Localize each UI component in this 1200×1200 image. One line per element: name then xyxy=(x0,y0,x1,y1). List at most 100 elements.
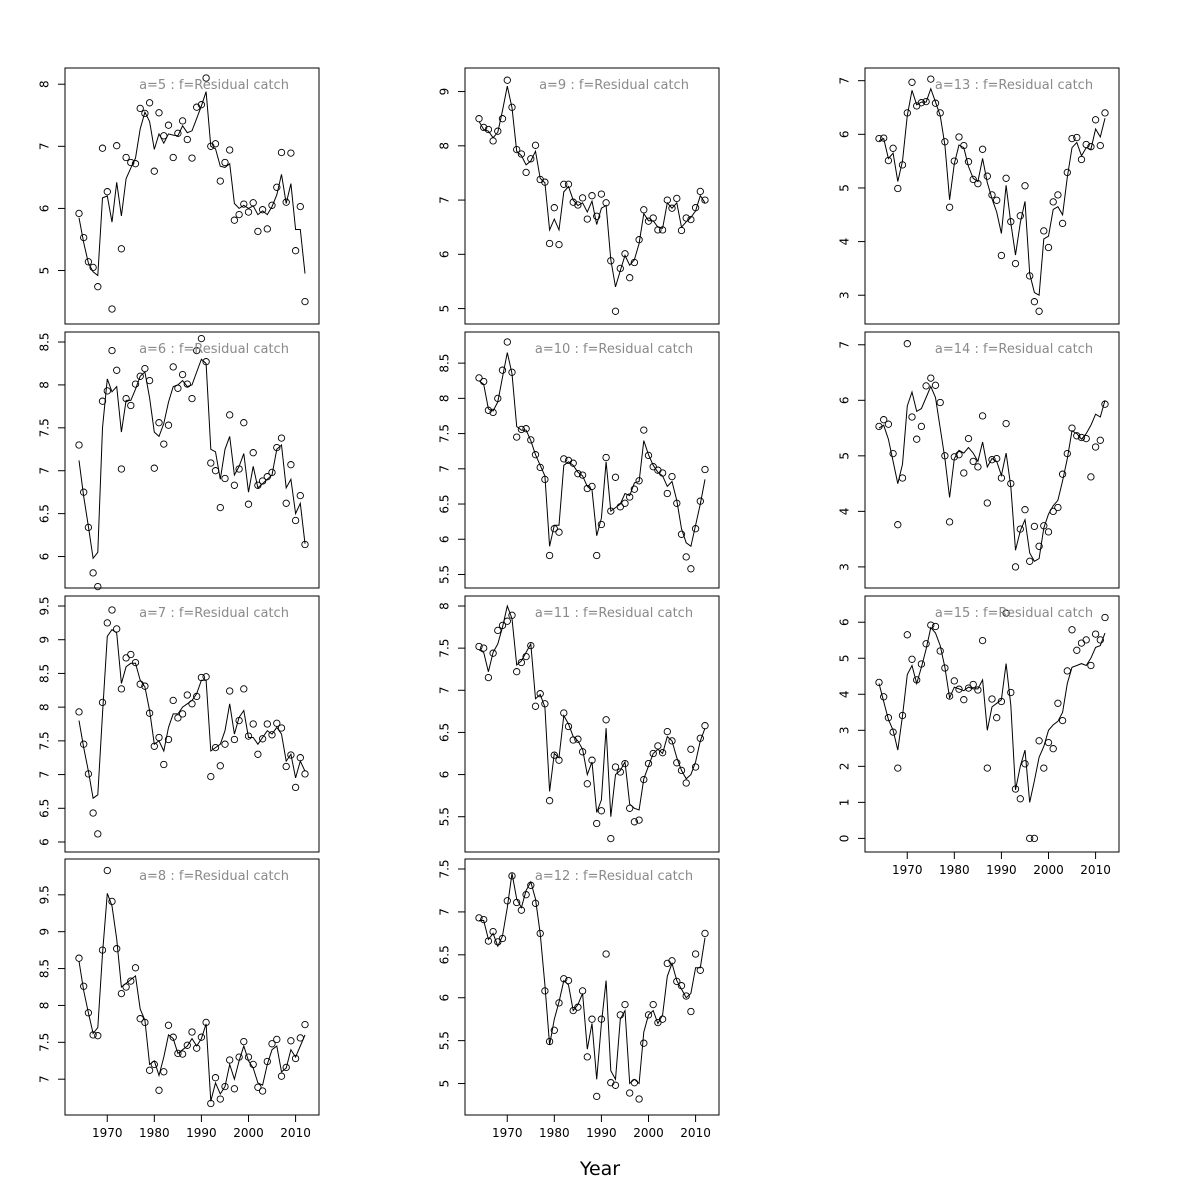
panel-3-observed-point xyxy=(1068,134,1076,143)
panel-5-observed-point xyxy=(550,525,558,533)
panel-5-observed-point xyxy=(569,459,577,467)
panel-9-observed-point xyxy=(1087,661,1095,670)
panel-3-ytick-label: 7 xyxy=(838,77,852,85)
panel-9-observed-point xyxy=(1002,609,1010,617)
panel-3-observed-point xyxy=(927,75,935,83)
panel-6-ytick-label: 7 xyxy=(838,341,852,349)
panel-6-observed-point xyxy=(950,453,958,461)
panel-11-observed-point xyxy=(682,992,690,1000)
panel-8-observed-point xyxy=(658,749,667,757)
panel-10-observed-point xyxy=(103,866,111,875)
panel-3-title: a=13 : f=Residual catch xyxy=(935,78,1093,93)
panel-11-observed-point xyxy=(560,975,568,983)
panel-6-observed-point xyxy=(1026,557,1034,565)
panel-1-observed-point xyxy=(291,247,300,255)
panel-1-observed-point xyxy=(84,258,93,266)
panel-9-observed-point xyxy=(983,764,991,772)
panel-6-observed-point xyxy=(1035,542,1043,550)
panel-1-observed-point xyxy=(244,208,253,216)
panel-8-fitted-line xyxy=(478,604,706,817)
panel-9-observed-point xyxy=(917,660,926,668)
panel-6-observed-point xyxy=(875,422,883,431)
panel-6-observed-point xyxy=(922,382,930,390)
panel-10-observed-point xyxy=(174,1049,182,1058)
panel-5-observed-point xyxy=(668,472,676,481)
panel-9-observed-point xyxy=(1077,639,1086,647)
panel-10-observed-point xyxy=(287,1037,295,1045)
panel-10-xtick-label: 2010 xyxy=(280,1126,311,1140)
panel-11-observed-point xyxy=(626,1089,634,1097)
panel-5-ytick-label: 5.5 xyxy=(438,565,452,584)
panel-2-observed-point xyxy=(564,180,573,188)
panel-7-ytick-label: 6.5 xyxy=(38,799,52,818)
panel-6-observed-point xyxy=(931,381,940,389)
panel-3-fitted-line xyxy=(878,87,1106,297)
panel-3-observed-point xyxy=(950,157,958,165)
panel-10-observed-point xyxy=(249,1060,257,1069)
panel-6-observed-point xyxy=(1082,434,1090,443)
panel-6-observed-point xyxy=(997,474,1006,482)
panel-4-observed-point xyxy=(94,582,102,591)
panel-10-frame xyxy=(64,858,320,1116)
panel-4-observed-point xyxy=(75,441,83,449)
panel-8-observed-point xyxy=(654,742,662,750)
panel-7-observed-point xyxy=(136,680,144,688)
panel-1-observed-point xyxy=(249,199,257,207)
panel-5-observed-point xyxy=(513,433,521,441)
panel-7-observed-point xyxy=(202,673,210,681)
panel-10-observed-point xyxy=(141,1018,149,1027)
panel-8-observed-point xyxy=(508,611,516,619)
panel-7-observed-point xyxy=(249,720,257,728)
panel-5-observed-point xyxy=(555,528,563,536)
panel-2-ytick-label: 9 xyxy=(438,88,452,96)
panel-2-observed-point xyxy=(602,199,610,207)
panel-2-observed-point xyxy=(611,307,620,315)
panel-11-observed-point xyxy=(494,938,502,946)
panel-1-observed-point xyxy=(98,144,107,152)
panel-4-observed-point xyxy=(216,503,224,512)
panel-6-observed-point xyxy=(1096,436,1104,444)
panel-9-observed-point xyxy=(931,622,940,631)
panel-8-observed-point xyxy=(541,700,549,708)
panel-3-observed-point xyxy=(889,144,897,152)
panel-4-observed-point xyxy=(287,461,295,469)
panel-7-observed-point xyxy=(98,698,107,707)
panel-5-observed-point xyxy=(541,475,549,484)
panel-6-title: a=14 : f=Residual catch xyxy=(935,342,1093,357)
panel-9-xtick-label: 1980 xyxy=(939,863,970,877)
panel-10-observed-point xyxy=(263,1057,271,1066)
panel-9-ytick-label: 1 xyxy=(838,799,852,807)
panel-6-observed-point xyxy=(936,398,944,407)
panel-11-xtick-label: 1990 xyxy=(586,1126,617,1140)
panel-9-ytick-label: 3 xyxy=(838,726,852,734)
panel-10-xtick-label: 1990 xyxy=(186,1126,217,1140)
panel-9-observed-point xyxy=(955,685,963,693)
panel-2-observed-point xyxy=(635,236,643,244)
panel-4-observed-point xyxy=(169,363,177,371)
panel-8-observed-point xyxy=(607,834,615,843)
panel-9-observed-point xyxy=(1063,667,1071,675)
panel-7-ytick-label: 6 xyxy=(38,838,52,846)
panel-7-observed-point xyxy=(103,619,111,627)
panel-8-observed-point xyxy=(527,641,535,650)
panel-7-observed-point xyxy=(235,716,243,725)
panel-2-observed-point xyxy=(677,226,686,235)
panel-10-fitted-line xyxy=(78,893,306,1102)
panel-3-observed-point xyxy=(960,141,968,150)
panel-4-observed-point xyxy=(80,488,88,496)
panel-4-observed-point xyxy=(273,443,281,452)
panel-6-ytick-label: 4 xyxy=(838,508,852,516)
panel-1-observed-point xyxy=(296,202,304,211)
panel-5-observed-point xyxy=(691,525,700,533)
panel-11-observed-point xyxy=(687,1007,695,1016)
panel-9-observed-point xyxy=(927,621,935,629)
panel-9-ytick-label: 6 xyxy=(838,618,852,626)
panel-9-observed-point xyxy=(884,714,893,722)
panel-9-observed-point xyxy=(875,678,883,687)
panel-4-observed-point xyxy=(230,481,239,489)
panel-2-observed-point xyxy=(545,239,554,248)
panel-9-observed-point xyxy=(1049,745,1057,753)
panel-3-observed-point xyxy=(1073,133,1081,142)
panel-8-observed-point xyxy=(677,766,686,775)
panel-6-observed-point xyxy=(917,422,926,431)
